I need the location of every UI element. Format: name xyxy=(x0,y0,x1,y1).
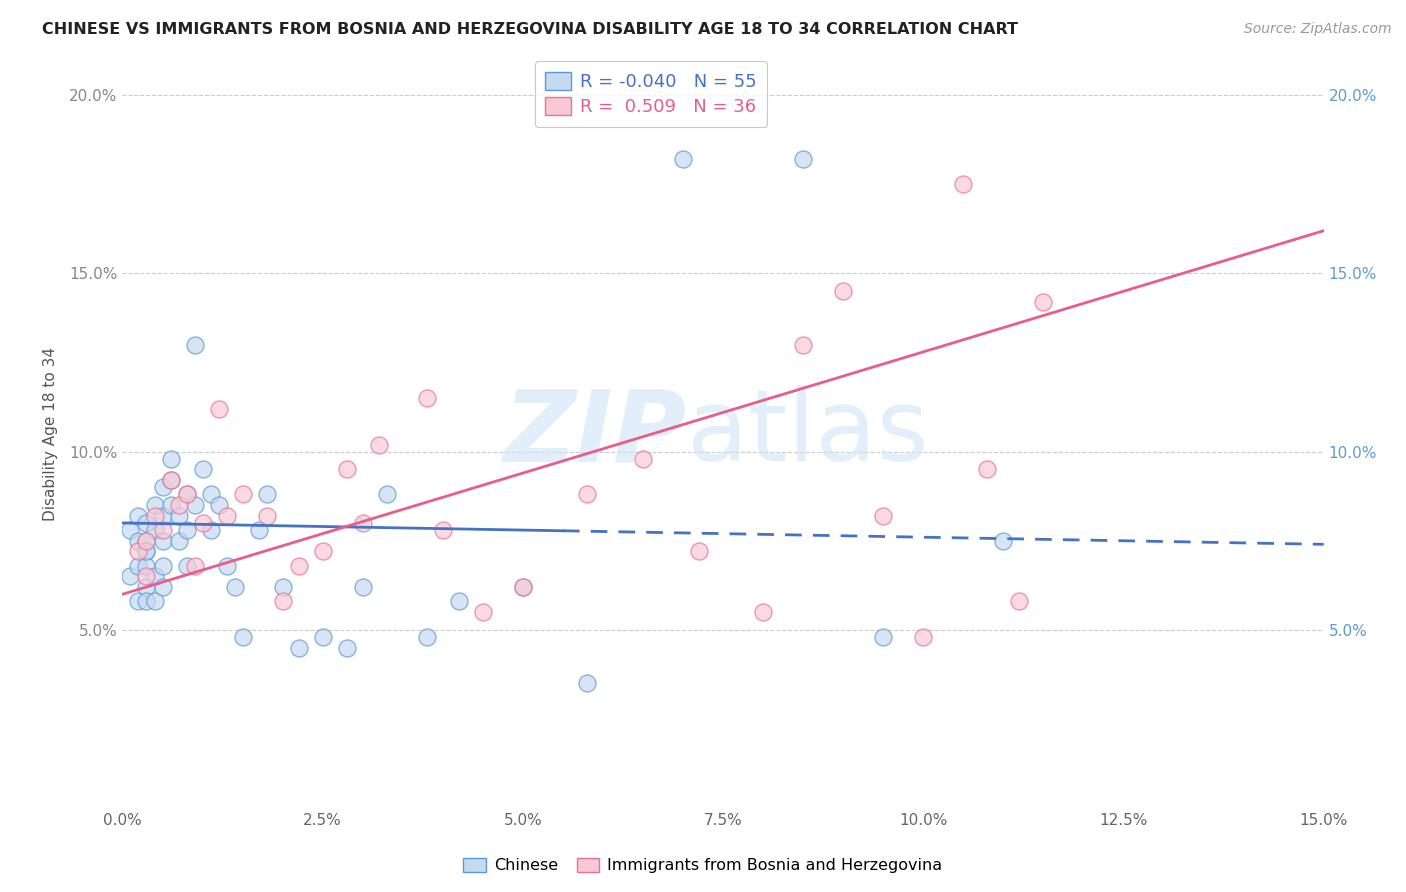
Point xyxy=(152,558,174,573)
Point xyxy=(159,473,181,487)
Point xyxy=(143,594,166,608)
Text: Source: ZipAtlas.com: Source: ZipAtlas.com xyxy=(1244,22,1392,37)
Point xyxy=(200,487,222,501)
Point xyxy=(152,580,174,594)
Point xyxy=(232,630,254,644)
Point xyxy=(575,487,598,501)
Point xyxy=(127,558,149,573)
Point xyxy=(336,640,359,655)
Point xyxy=(631,451,654,466)
Point xyxy=(672,153,695,167)
Point xyxy=(135,544,157,558)
Point xyxy=(127,533,149,548)
Point xyxy=(256,487,278,501)
Point xyxy=(143,498,166,512)
Point xyxy=(127,544,149,558)
Point xyxy=(232,487,254,501)
Point xyxy=(912,630,935,644)
Y-axis label: Disability Age 18 to 34: Disability Age 18 to 34 xyxy=(44,347,58,521)
Legend: R = -0.040   N = 55, R =  0.509   N = 36: R = -0.040 N = 55, R = 0.509 N = 36 xyxy=(534,62,768,127)
Text: atlas: atlas xyxy=(688,385,929,483)
Point xyxy=(143,523,166,537)
Point xyxy=(271,594,294,608)
Point xyxy=(135,533,157,548)
Point xyxy=(176,558,198,573)
Point xyxy=(120,523,142,537)
Point xyxy=(247,523,270,537)
Point xyxy=(256,508,278,523)
Point xyxy=(352,580,374,594)
Point xyxy=(191,462,214,476)
Point xyxy=(135,544,157,558)
Point xyxy=(135,569,157,583)
Point xyxy=(432,523,454,537)
Point xyxy=(167,533,190,548)
Point xyxy=(135,580,157,594)
Point xyxy=(152,508,174,523)
Point xyxy=(688,544,710,558)
Point xyxy=(1008,594,1031,608)
Point xyxy=(176,487,198,501)
Point xyxy=(976,462,998,476)
Point xyxy=(176,523,198,537)
Point xyxy=(872,508,894,523)
Point xyxy=(152,480,174,494)
Point xyxy=(135,533,157,548)
Point xyxy=(127,508,149,523)
Point xyxy=(152,533,174,548)
Point xyxy=(872,630,894,644)
Point xyxy=(416,391,439,405)
Point xyxy=(271,580,294,594)
Point xyxy=(135,594,157,608)
Point xyxy=(792,153,814,167)
Point xyxy=(207,498,229,512)
Point xyxy=(416,630,439,644)
Point xyxy=(183,337,205,351)
Point xyxy=(224,580,246,594)
Point xyxy=(135,516,157,530)
Point xyxy=(159,498,181,512)
Point xyxy=(311,544,333,558)
Point xyxy=(215,508,238,523)
Point xyxy=(832,285,855,299)
Point xyxy=(152,523,174,537)
Point xyxy=(512,580,534,594)
Point xyxy=(215,558,238,573)
Point xyxy=(575,676,598,690)
Point xyxy=(120,569,142,583)
Point xyxy=(143,569,166,583)
Text: CHINESE VS IMMIGRANTS FROM BOSNIA AND HERZEGOVINA DISABILITY AGE 18 TO 34 CORREL: CHINESE VS IMMIGRANTS FROM BOSNIA AND HE… xyxy=(42,22,1018,37)
Point xyxy=(311,630,333,644)
Point xyxy=(167,508,190,523)
Point xyxy=(183,498,205,512)
Point xyxy=(135,558,157,573)
Point xyxy=(287,640,309,655)
Point xyxy=(159,451,181,466)
Point xyxy=(512,580,534,594)
Point xyxy=(287,558,309,573)
Point xyxy=(367,437,389,451)
Point xyxy=(993,533,1015,548)
Point xyxy=(447,594,470,608)
Point xyxy=(752,605,775,619)
Point xyxy=(191,516,214,530)
Point xyxy=(127,594,149,608)
Point xyxy=(952,178,974,192)
Point xyxy=(1032,295,1054,310)
Point xyxy=(352,516,374,530)
Point xyxy=(471,605,494,619)
Point xyxy=(159,473,181,487)
Point xyxy=(167,498,190,512)
Point xyxy=(183,558,205,573)
Text: ZIP: ZIP xyxy=(503,385,688,483)
Point xyxy=(143,508,166,523)
Point xyxy=(336,462,359,476)
Point xyxy=(792,337,814,351)
Point xyxy=(207,401,229,416)
Point xyxy=(176,487,198,501)
Legend: Chinese, Immigrants from Bosnia and Herzegovina: Chinese, Immigrants from Bosnia and Herz… xyxy=(457,851,949,880)
Point xyxy=(375,487,398,501)
Point xyxy=(200,523,222,537)
